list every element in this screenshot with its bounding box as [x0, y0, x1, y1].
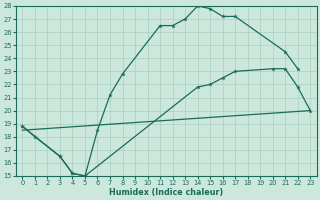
X-axis label: Humidex (Indice chaleur): Humidex (Indice chaleur) [109, 188, 223, 197]
